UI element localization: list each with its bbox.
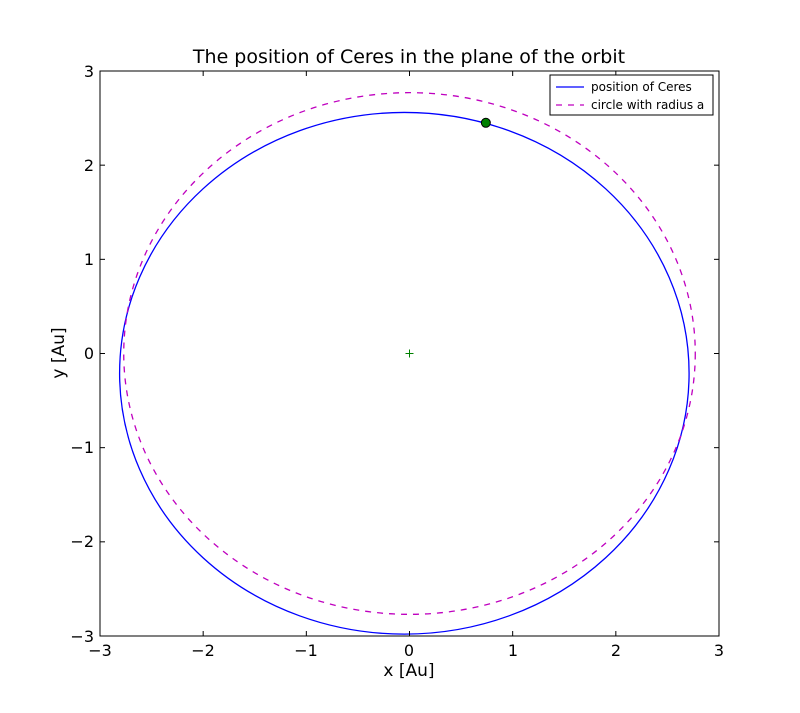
series-circle-with-radius-a — [123, 92, 696, 615]
y-tick-labels: 3 2 1 0 −1 −2 −3 — [70, 62, 94, 646]
series-position-of-ceres — [118, 111, 690, 635]
ceres-current-position-marker — [480, 117, 491, 128]
x-tick-label: 2 — [611, 641, 621, 660]
y-tick-label: 2 — [84, 156, 94, 175]
chart-title: The position of Ceres in the plane of th… — [192, 46, 625, 68]
plot-frame — [99, 70, 720, 637]
x-tick-label: 0 — [404, 641, 414, 660]
y-tick-label: −3 — [70, 627, 94, 646]
legend: position of Ceres circle with radius a — [549, 74, 714, 116]
x-tick-label: −2 — [191, 641, 215, 660]
x-tick-label: 1 — [508, 641, 518, 660]
y-tick-label: 1 — [84, 250, 94, 269]
y-tick-label: −2 — [70, 532, 94, 551]
y-tick-label: 0 — [84, 344, 94, 363]
x-tick-label: −3 — [88, 641, 112, 660]
x-tick-labels: −3 −2 −1 0 1 2 3 — [88, 641, 724, 660]
x-tick-label: 3 — [714, 641, 724, 660]
legend-label-position-of-ceres: position of Ceres — [591, 80, 692, 94]
y-axis-label: y [Au] — [49, 327, 69, 378]
legend-label-circle-with-radius-a: circle with radius a — [591, 98, 704, 112]
legend-box — [549, 74, 714, 116]
origin-plus-marker — [405, 349, 414, 358]
x-axis-label: x [Au] — [383, 661, 434, 681]
y-tick-label: 3 — [84, 62, 94, 81]
plot-content — [118, 92, 696, 635]
x-tick-label: −1 — [294, 641, 318, 660]
y-tick-label: −1 — [70, 438, 94, 457]
